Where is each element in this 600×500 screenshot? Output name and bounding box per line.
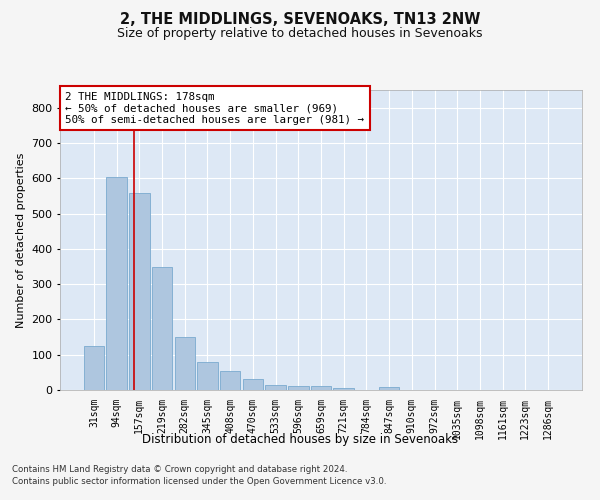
Bar	[220, 372, 241, 390]
Bar	[129, 193, 149, 390]
Bar	[334, 388, 354, 390]
Text: 2, THE MIDDLINGS, SEVENOAKS, TN13 2NW: 2, THE MIDDLINGS, SEVENOAKS, TN13 2NW	[120, 12, 480, 28]
Text: Contains HM Land Registry data © Crown copyright and database right 2024.: Contains HM Land Registry data © Crown c…	[12, 465, 347, 474]
Text: Distribution of detached houses by size in Sevenoaks: Distribution of detached houses by size …	[142, 432, 458, 446]
Y-axis label: Number of detached properties: Number of detached properties	[16, 152, 26, 328]
Bar	[242, 380, 263, 390]
Bar	[152, 267, 172, 390]
Text: 2 THE MIDDLINGS: 178sqm
← 50% of detached houses are smaller (969)
50% of semi-d: 2 THE MIDDLINGS: 178sqm ← 50% of detache…	[65, 92, 364, 124]
Bar	[311, 386, 331, 390]
Bar	[175, 337, 195, 390]
Bar	[288, 386, 308, 390]
Text: Contains public sector information licensed under the Open Government Licence v3: Contains public sector information licen…	[12, 478, 386, 486]
Bar	[197, 362, 218, 390]
Text: Size of property relative to detached houses in Sevenoaks: Size of property relative to detached ho…	[117, 28, 483, 40]
Bar	[265, 385, 286, 390]
Bar	[106, 177, 127, 390]
Bar	[379, 387, 400, 390]
Bar	[84, 346, 104, 390]
